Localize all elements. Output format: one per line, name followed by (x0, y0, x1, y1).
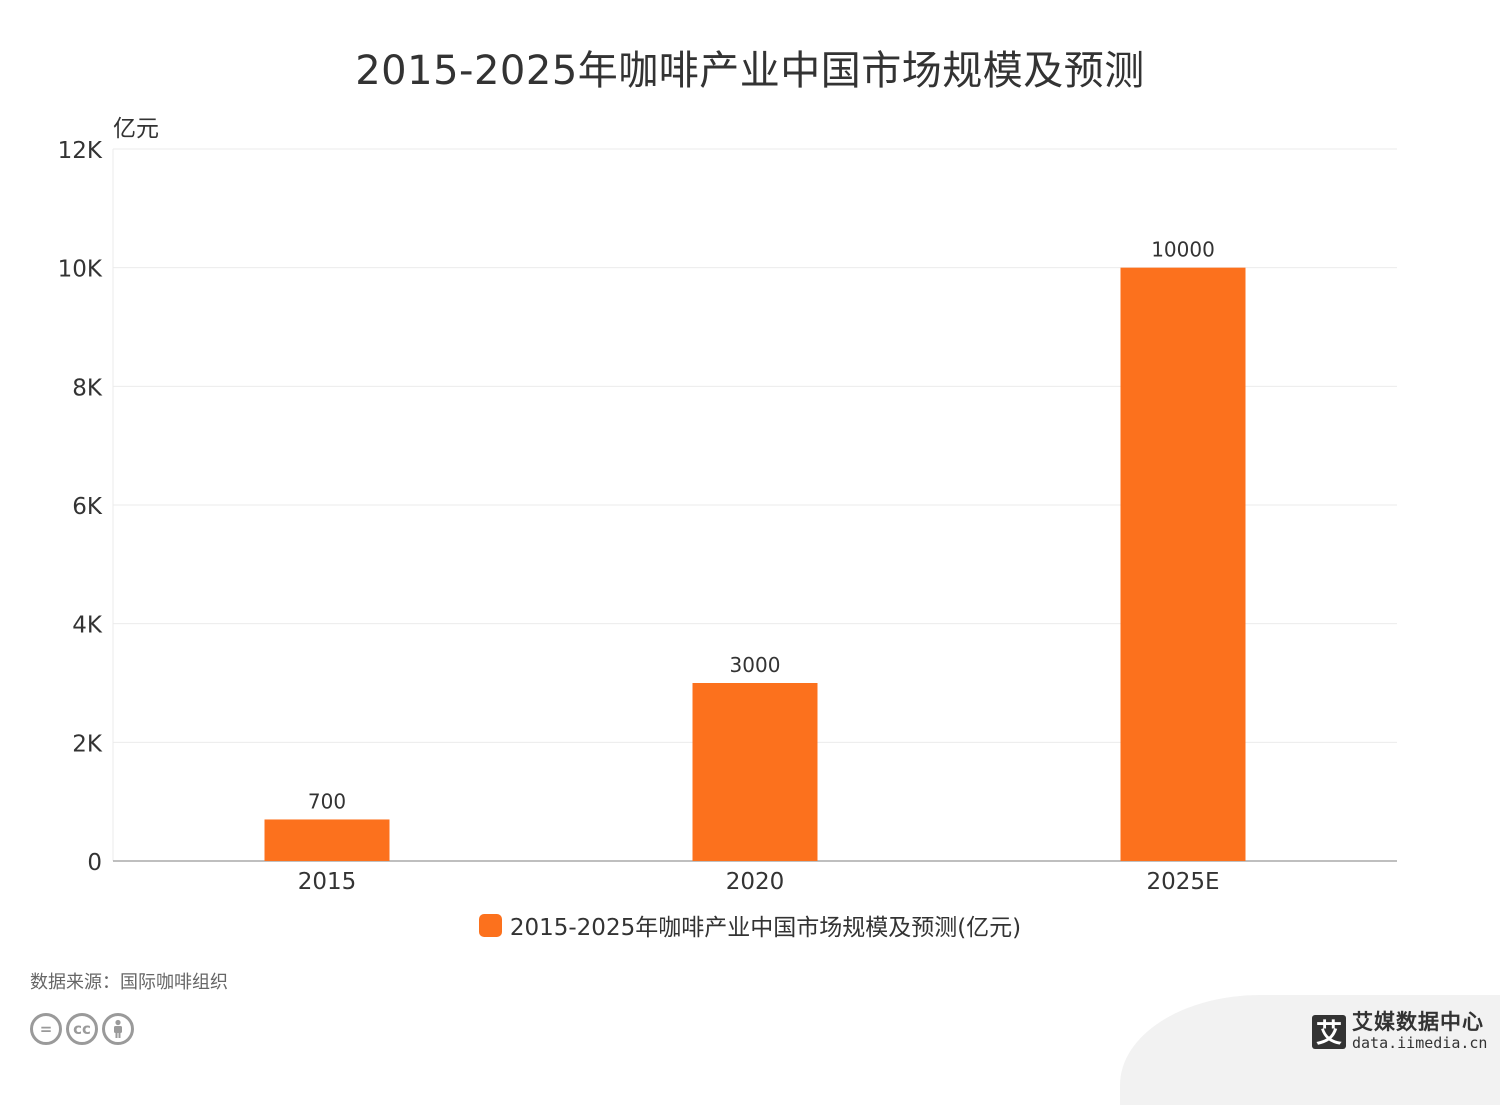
y-tick-label: 0 (87, 850, 102, 876)
legend[interactable]: 2015-2025年咖啡产业中国市场规模及预测(亿元) (0, 908, 1500, 942)
cc-icon: cc (66, 1013, 98, 1045)
y-tick-label: 6K (72, 494, 103, 520)
y-tick-label: 12K (58, 138, 103, 164)
y-tick-label: 2K (72, 731, 103, 757)
data-label: 10000 (1151, 238, 1215, 262)
cc-person-icon (102, 1013, 134, 1045)
legend-swatch (478, 913, 502, 937)
y-tick-label: 4K (72, 613, 103, 639)
cc-equal-icon: = (30, 1013, 62, 1045)
brand-logo: 艾 (1312, 1014, 1346, 1049)
y-tick-label: 8K (72, 375, 103, 401)
license-icons: = cc (30, 1013, 134, 1045)
grid-lines (113, 148, 1397, 743)
x-tick-label: 2020 (726, 869, 785, 895)
bar[interactable] (264, 819, 390, 861)
x-tick-label: 2025E (1146, 869, 1219, 895)
y-tick-label: 10K (58, 257, 103, 283)
bar[interactable] (692, 683, 818, 861)
bars (264, 267, 1246, 862)
brand-watermark: 艾 艾媒数据中心 data.iimedia.cn (1312, 1012, 1487, 1051)
person-icon (114, 1019, 122, 1038)
data-source: 数据来源：国际咖啡组织 (30, 972, 228, 993)
data-label: 3000 (730, 653, 781, 677)
data-labels: 700 3000 10000 (308, 238, 1215, 814)
legend-label: 2015-2025年咖啡产业中国市场规模及预测(亿元) (509, 915, 1022, 941)
chart-title: 2015-2025年咖啡产业中国市场规模及预测 (355, 48, 1145, 94)
brand-text: 艾媒数据中心 data.iimedia.cn (1352, 1012, 1487, 1051)
brand-url: data.iimedia.cn (1352, 1034, 1488, 1052)
brand-name: 艾媒数据中心 (1352, 1010, 1484, 1034)
data-label: 700 (308, 789, 346, 813)
bar[interactable] (1120, 267, 1246, 862)
x-tick-label: 2015 (298, 869, 357, 895)
y-axis-unit-label: 亿元 (113, 116, 159, 142)
bar-chart: 0 2K 4K 6K 8K 10K 12K 2015 2020 2025E 700 3000 1000… (58, 116, 1397, 895)
